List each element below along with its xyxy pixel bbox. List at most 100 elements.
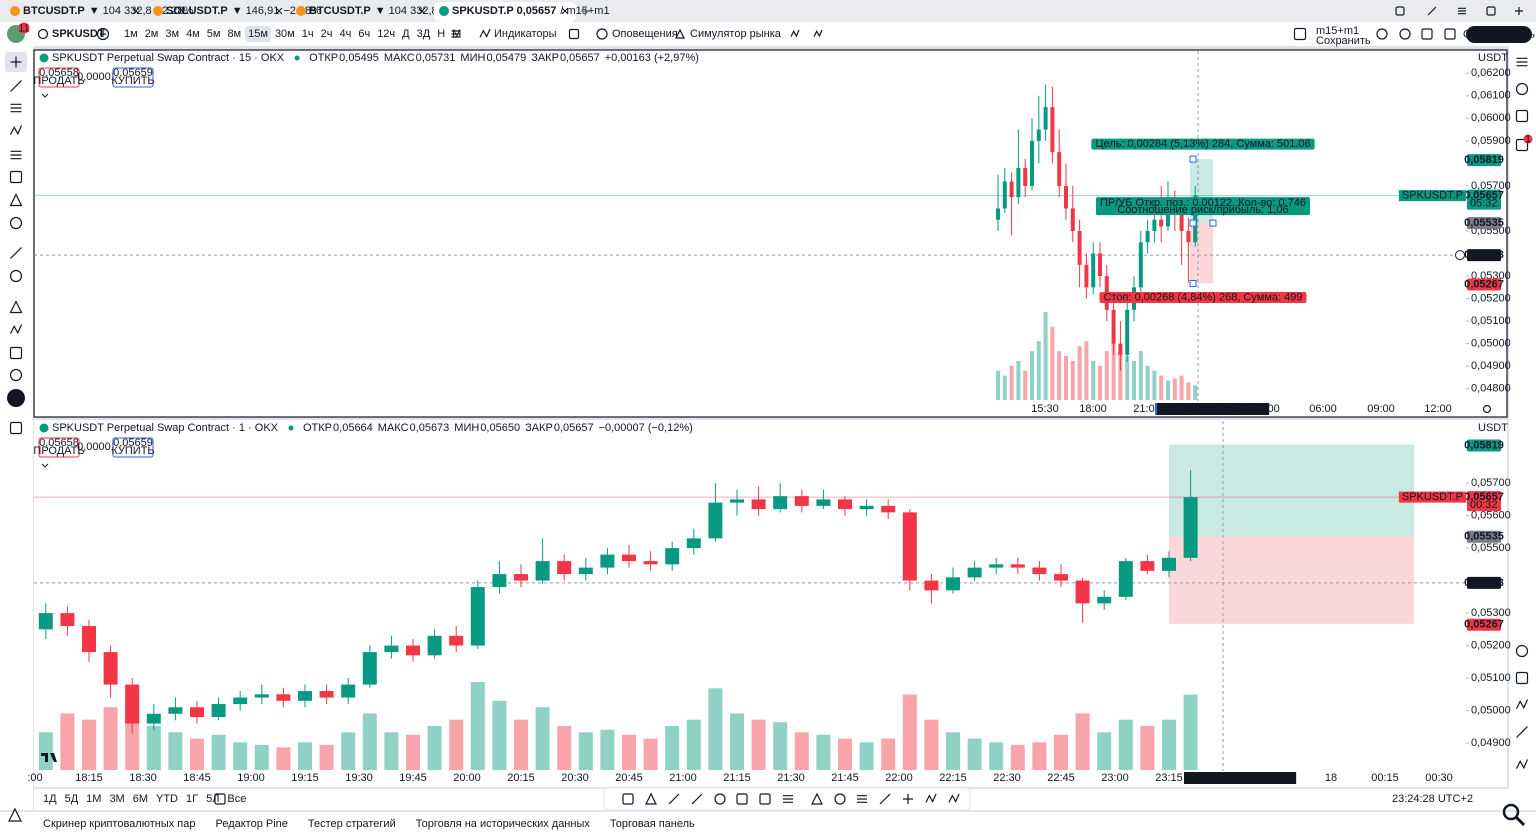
sell-button[interactable] xyxy=(38,67,80,88)
price-label-target: 0,05819 xyxy=(1464,154,1504,166)
icon[interactable] xyxy=(759,793,771,805)
collapse-legend[interactable] xyxy=(41,93,49,98)
replay-button[interactable]: Симулятор рынка xyxy=(690,28,782,40)
icon[interactable] xyxy=(1515,644,1529,658)
icon[interactable] xyxy=(9,346,23,360)
icon[interactable] xyxy=(9,193,23,207)
icon[interactable] xyxy=(857,795,867,803)
icon-part xyxy=(622,793,634,805)
interval-button[interactable]: 2м xyxy=(145,28,159,40)
icon[interactable] xyxy=(1515,699,1529,710)
interval-button[interactable]: 3Д xyxy=(417,28,431,40)
interval-button[interactable]: Д xyxy=(402,28,410,40)
position-handle[interactable] xyxy=(1209,219,1217,227)
icon[interactable] xyxy=(811,792,823,805)
icon[interactable] xyxy=(9,421,23,435)
icon[interactable] xyxy=(9,368,23,382)
icon[interactable] xyxy=(879,793,891,805)
icon[interactable] xyxy=(925,793,937,803)
interval-button[interactable]: 30м xyxy=(275,28,295,40)
icon[interactable] xyxy=(10,247,22,259)
browser-tab[interactable] xyxy=(434,2,576,22)
panel-tab[interactable]: Торговля на исторических данных xyxy=(416,818,591,830)
position-handle[interactable] xyxy=(1189,219,1197,227)
interval-button[interactable]: 4ч xyxy=(339,28,351,40)
tab-close[interactable] xyxy=(418,7,426,15)
position-handle[interactable] xyxy=(1189,280,1197,288)
range-button[interactable]: 1М xyxy=(86,793,101,805)
icon[interactable] xyxy=(668,793,680,805)
icon[interactable] xyxy=(1515,671,1529,685)
y-tick-label: 0,05700 xyxy=(1471,180,1511,192)
interval-button[interactable]: 8м xyxy=(227,28,241,40)
range-button[interactable]: 6М xyxy=(133,793,148,805)
symbol-search[interactable]: SPKUSDT xyxy=(52,28,105,40)
range-button[interactable]: Все xyxy=(227,793,246,805)
icon[interactable] xyxy=(1516,726,1528,738)
icon[interactable] xyxy=(1515,138,1529,152)
range-button[interactable]: 5Д xyxy=(65,793,79,805)
icon[interactable] xyxy=(1516,57,1528,67)
buy-button[interactable] xyxy=(112,437,154,458)
icon[interactable] xyxy=(10,150,22,160)
interval-button[interactable]: 4м xyxy=(186,28,200,40)
icon[interactable] xyxy=(10,56,22,68)
icon[interactable] xyxy=(9,170,23,184)
icon[interactable] xyxy=(903,794,913,804)
buy-button[interactable] xyxy=(112,67,154,88)
icon[interactable] xyxy=(9,324,23,335)
indicators-button[interactable]: Индикаторы xyxy=(494,28,557,40)
sell-button[interactable] xyxy=(38,437,80,458)
range-button[interactable]: 1Г xyxy=(186,793,198,805)
range-button[interactable]: 5Л xyxy=(206,793,219,805)
position-handle[interactable] xyxy=(1189,155,1197,163)
interval-button[interactable]: 6ч xyxy=(358,28,370,40)
icon[interactable] xyxy=(691,793,703,805)
icon[interactable] xyxy=(714,793,726,805)
icon[interactable] xyxy=(1515,759,1529,770)
volume-bar xyxy=(1140,726,1155,770)
tab-close[interactable] xyxy=(132,7,140,15)
interval-button[interactable]: 1м xyxy=(124,28,138,40)
layout-name[interactable]: m15+m1 xyxy=(1316,25,1359,37)
icon[interactable] xyxy=(736,793,748,805)
icon[interactable] xyxy=(10,103,22,113)
interval-button[interactable]: 2ч xyxy=(321,28,333,40)
panel-tab[interactable]: Скринер криптовалютных пар xyxy=(43,818,195,830)
icon[interactable] xyxy=(1515,82,1529,96)
interval-button[interactable]: 3м xyxy=(165,28,179,40)
new-tab[interactable] xyxy=(581,6,590,16)
interval-button[interactable]: 5м xyxy=(207,28,221,40)
tab-close[interactable] xyxy=(561,7,569,15)
icon[interactable] xyxy=(9,125,23,136)
crosshair-add-button[interactable] xyxy=(1455,250,1465,261)
tab-title: SOLUSDT.P xyxy=(166,5,228,17)
icon[interactable] xyxy=(9,216,23,230)
icon[interactable] xyxy=(948,793,960,803)
interval-button[interactable]: 12ч xyxy=(377,28,395,40)
panel-tab[interactable]: Редактор Pine xyxy=(215,818,287,830)
interval-button[interactable]: 15м xyxy=(248,28,268,40)
range-button[interactable]: 1Д xyxy=(43,793,57,805)
panel-tab[interactable]: Торговая панель xyxy=(610,818,695,830)
volume-bar xyxy=(1132,360,1136,400)
interval-button[interactable]: 1ч xyxy=(302,28,314,40)
range-button[interactable]: YTD xyxy=(156,793,178,805)
icon[interactable] xyxy=(9,269,23,283)
icon[interactable] xyxy=(834,793,846,805)
icon[interactable] xyxy=(622,793,634,805)
publish-button[interactable] xyxy=(1466,26,1532,43)
icon[interactable] xyxy=(645,792,657,805)
interval-button[interactable]: Н xyxy=(437,28,445,40)
alerts-button[interactable]: Оповещения xyxy=(612,28,678,40)
panel-tab[interactable]: Тестер стратегий xyxy=(308,818,396,830)
collapse-legend[interactable] xyxy=(41,463,49,468)
range-button[interactable]: 3М xyxy=(109,793,124,805)
candle-body xyxy=(535,561,550,581)
tab-close[interactable] xyxy=(275,7,283,15)
icon[interactable] xyxy=(9,391,23,405)
icon[interactable] xyxy=(1515,109,1529,123)
icon[interactable] xyxy=(783,795,793,803)
icon[interactable] xyxy=(10,80,22,92)
icon[interactable] xyxy=(9,300,23,314)
